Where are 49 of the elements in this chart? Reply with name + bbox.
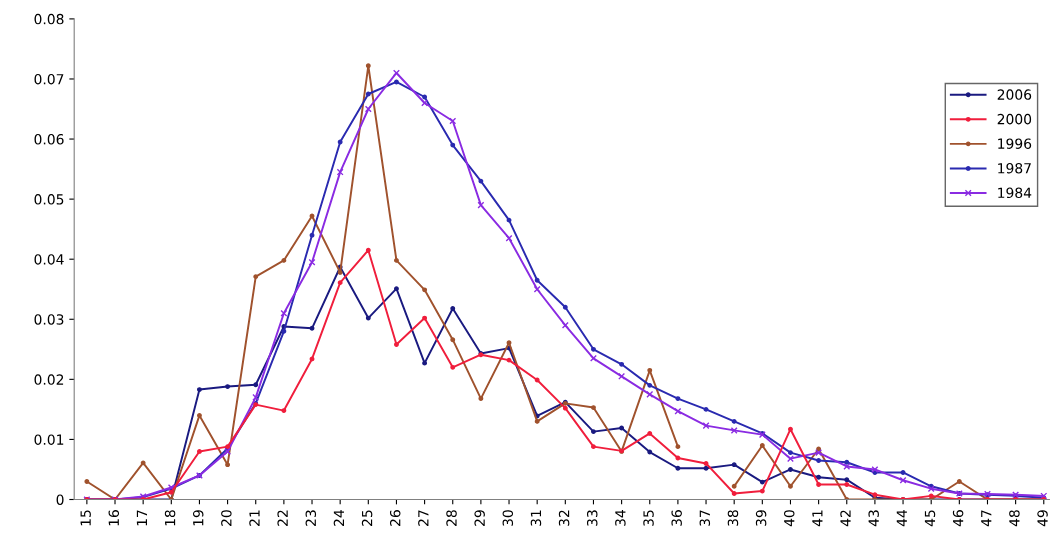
x-tick-label: 32: [558, 510, 570, 526]
x-tick-label: 19: [192, 510, 204, 526]
x-tick-label: 28: [446, 510, 457, 526]
y-tick-label: 0.04: [34, 254, 64, 265]
x-tick-label: 48: [1009, 510, 1020, 527]
x-tick-label: 33: [586, 510, 598, 526]
x-tick-label: 49: [1037, 510, 1048, 527]
x-tick-label: 31: [530, 510, 542, 526]
x-tick-label: 36: [671, 510, 682, 526]
x-tick-label: 43: [868, 510, 879, 527]
x-tick-label: 22: [277, 510, 288, 526]
x-tick-label: 21: [249, 510, 260, 526]
y-tick-label: 0.01: [34, 434, 64, 445]
x-tick-label: 25: [361, 510, 373, 526]
x-tick-label: 18: [164, 510, 176, 526]
x-tick-label: 35: [643, 510, 654, 526]
y-tick-label: 0.03: [34, 314, 64, 325]
legend-label: 1987: [998, 162, 1031, 174]
x-tick-label: 17: [136, 510, 147, 526]
x-tick-label: 46: [952, 510, 964, 527]
legend-label: 2006: [997, 89, 1032, 100]
x-tick-label: 37: [699, 510, 711, 526]
x-tick-label: 24: [333, 510, 344, 526]
y-tick-label: 0.07: [34, 73, 64, 85]
x-tick-label: 38: [727, 510, 739, 526]
x-tick-label: 30: [502, 510, 514, 526]
x-tick-label: 42: [840, 510, 851, 527]
x-tick-label: 15: [80, 510, 91, 526]
x-tick-label: 44: [896, 510, 907, 527]
x-tick-label: 20: [221, 510, 232, 526]
y-tick-label: 0.02: [34, 374, 64, 385]
x-tick-label: 40: [784, 510, 795, 527]
x-tick-label: 41: [812, 510, 823, 527]
legend-label: 1996: [998, 138, 1032, 149]
x-tick-label: 39: [755, 510, 767, 526]
x-tick-label: 27: [418, 510, 429, 526]
x-tick-label: 23: [305, 510, 317, 526]
x-tick-label: 29: [474, 510, 485, 526]
y-tick-label: 0: [56, 494, 64, 505]
x-tick-label: 34: [615, 510, 626, 526]
x-tick-label: 26: [389, 510, 401, 526]
y-tick-label: 0.05: [34, 194, 64, 205]
x-tick-label: 47: [981, 510, 992, 527]
legend-label: 1984: [998, 187, 1032, 199]
legend-label: 2000: [997, 113, 1032, 125]
x-tick-label: 16: [108, 510, 120, 526]
y-tick-label: 0.08: [34, 13, 64, 25]
x-tick-label: 45: [924, 510, 936, 527]
y-tick-label: 0.06: [34, 134, 64, 145]
